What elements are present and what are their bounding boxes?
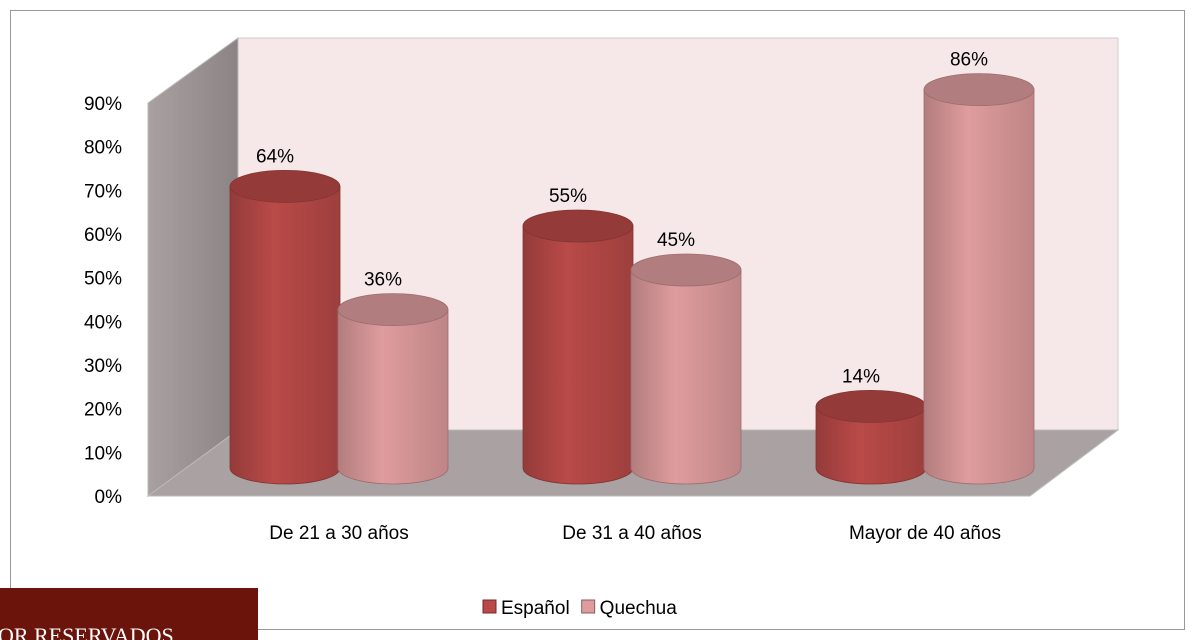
cylinder-top [815, 389, 927, 423]
value-label: 45% [657, 230, 695, 251]
x-tick-label: De 31 a 40 años [562, 523, 701, 544]
cylinder [815, 406, 927, 485]
cylinder-top [522, 209, 634, 243]
value-label: 55% [549, 186, 587, 207]
y-tick-label: 10% [84, 443, 122, 464]
y-tick-label: 50% [84, 269, 122, 290]
legend-swatch [581, 599, 596, 614]
cylinder-top [923, 73, 1035, 106]
x-tick-label: De 21 a 30 años [269, 523, 408, 544]
value-label: 86% [950, 50, 988, 71]
legend-label: Español [501, 598, 570, 619]
overlay-text: OR RESERVADOS [0, 623, 174, 640]
cylinder-top [229, 169, 341, 203]
cylinder [337, 309, 449, 485]
cylinder [522, 225, 634, 485]
y-tick-label: 90% [84, 94, 122, 115]
y-tick-label: 40% [84, 312, 122, 333]
y-tick-label: 60% [84, 225, 122, 246]
value-label: 14% [842, 366, 880, 387]
cylinder [630, 269, 742, 485]
y-tick-label: 70% [84, 181, 122, 202]
cylinder-top [337, 293, 449, 327]
legend-swatch [482, 599, 497, 614]
y-tick-label: 20% [84, 400, 122, 421]
cylinder [923, 89, 1035, 485]
side-wall [147, 37, 239, 497]
cylinder [229, 186, 341, 485]
y-tick-label: 30% [84, 356, 122, 377]
y-tick-label: 80% [84, 138, 122, 159]
cylinder-top [630, 253, 742, 287]
value-label: 64% [256, 146, 294, 167]
overlay-box [0, 588, 258, 640]
legend-label: Quechua [600, 598, 678, 619]
value-label: 36% [364, 270, 402, 291]
y-tick-label: 0% [95, 487, 123, 508]
x-tick-label: Mayor de 40 años [849, 523, 1001, 544]
